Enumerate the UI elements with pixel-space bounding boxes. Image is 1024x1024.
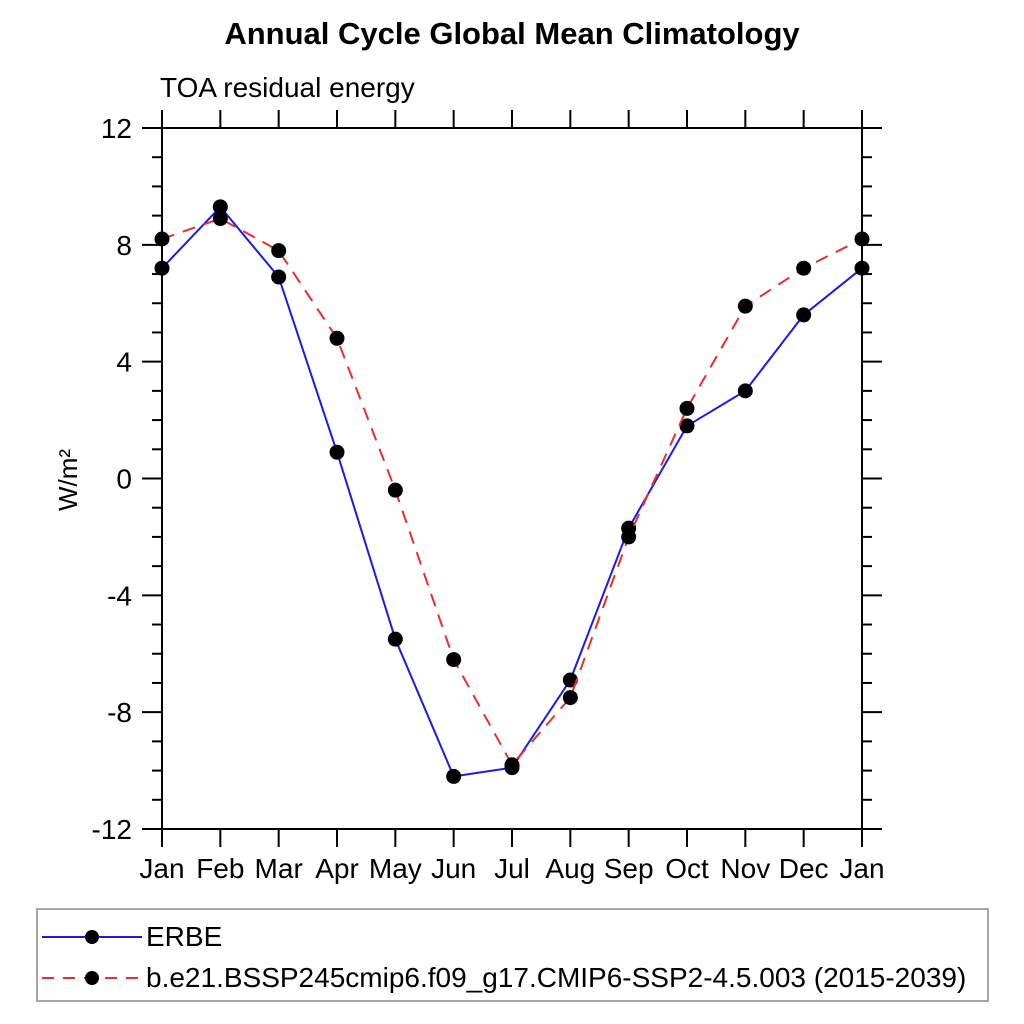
y-tick-label: 8 [116, 230, 132, 261]
x-tick-label: Feb [196, 853, 244, 884]
y-tick-label: 4 [116, 347, 132, 378]
data-point [387, 482, 403, 498]
data-point [562, 690, 578, 706]
x-tick-label: Jan [139, 853, 184, 884]
data-point [271, 243, 287, 259]
legend-item-erbe: ERBE [40, 921, 223, 952]
legend-label-model: b.e21.BSSP245cmip6.f09_g17.CMIP6-SSP2-4.… [146, 962, 967, 993]
x-tick-label: Jan [839, 853, 884, 884]
y-tick-label: -8 [107, 697, 132, 728]
y-axis: -12 -8 -4 0 4 8 12 [92, 113, 882, 845]
series-model [154, 211, 870, 773]
x-tick-label: Sep [604, 853, 654, 884]
y-tick-label: -4 [107, 580, 132, 611]
x-tick-label: May [369, 853, 422, 884]
data-point [737, 383, 753, 399]
legend-line-sample-model [42, 971, 142, 985]
y-tick-label: -12 [92, 814, 132, 845]
x-tick-label: Nov [720, 853, 770, 884]
x-tick-label: Jun [431, 853, 476, 884]
x-tick-label: Aug [545, 853, 595, 884]
plot-frame [161, 127, 863, 830]
series-erbe [154, 199, 870, 784]
data-point [737, 298, 753, 314]
chart-subtitle: TOA residual energy [160, 72, 415, 103]
data-point [212, 199, 228, 215]
data-point [271, 269, 287, 285]
legend-box: ERBE b.e21.BSSP245cmip6.f09_g17.CMIP6-SS… [36, 908, 989, 1002]
y-tick-label: 0 [116, 464, 132, 495]
legend-line-sample-erbe [42, 930, 142, 944]
chart-title: Annual Cycle Global Mean Climatology [224, 16, 800, 51]
x-tick-label: Mar [255, 853, 303, 884]
data-point [154, 231, 170, 247]
legend-label-erbe: ERBE [146, 921, 223, 952]
data-point [329, 444, 345, 460]
data-point [446, 652, 462, 668]
data-point [154, 260, 170, 276]
x-axis: Jan Feb Mar Apr May Jun Jul Aug Sep Oct Nov Dec Jan [139, 110, 885, 884]
data-point [854, 231, 870, 247]
x-tick-label: Dec [779, 853, 829, 884]
data-point [621, 529, 637, 545]
x-tick-label: Jul [494, 853, 530, 884]
data-point [679, 418, 695, 434]
data-point [796, 307, 812, 323]
x-tick-label: Apr [315, 853, 359, 884]
data-point [329, 330, 345, 346]
data-point [796, 260, 812, 276]
data-point [679, 400, 695, 416]
y-tick-label: 12 [101, 113, 132, 144]
data-point [387, 631, 403, 647]
data-point [854, 260, 870, 276]
x-tick-label: Oct [665, 853, 709, 884]
data-point [504, 757, 520, 773]
legend-item-model: b.e21.BSSP245cmip6.f09_g17.CMIP6-SSP2-4.… [40, 962, 967, 993]
data-point [446, 768, 462, 784]
data-point [562, 672, 578, 688]
data-point [212, 211, 228, 227]
